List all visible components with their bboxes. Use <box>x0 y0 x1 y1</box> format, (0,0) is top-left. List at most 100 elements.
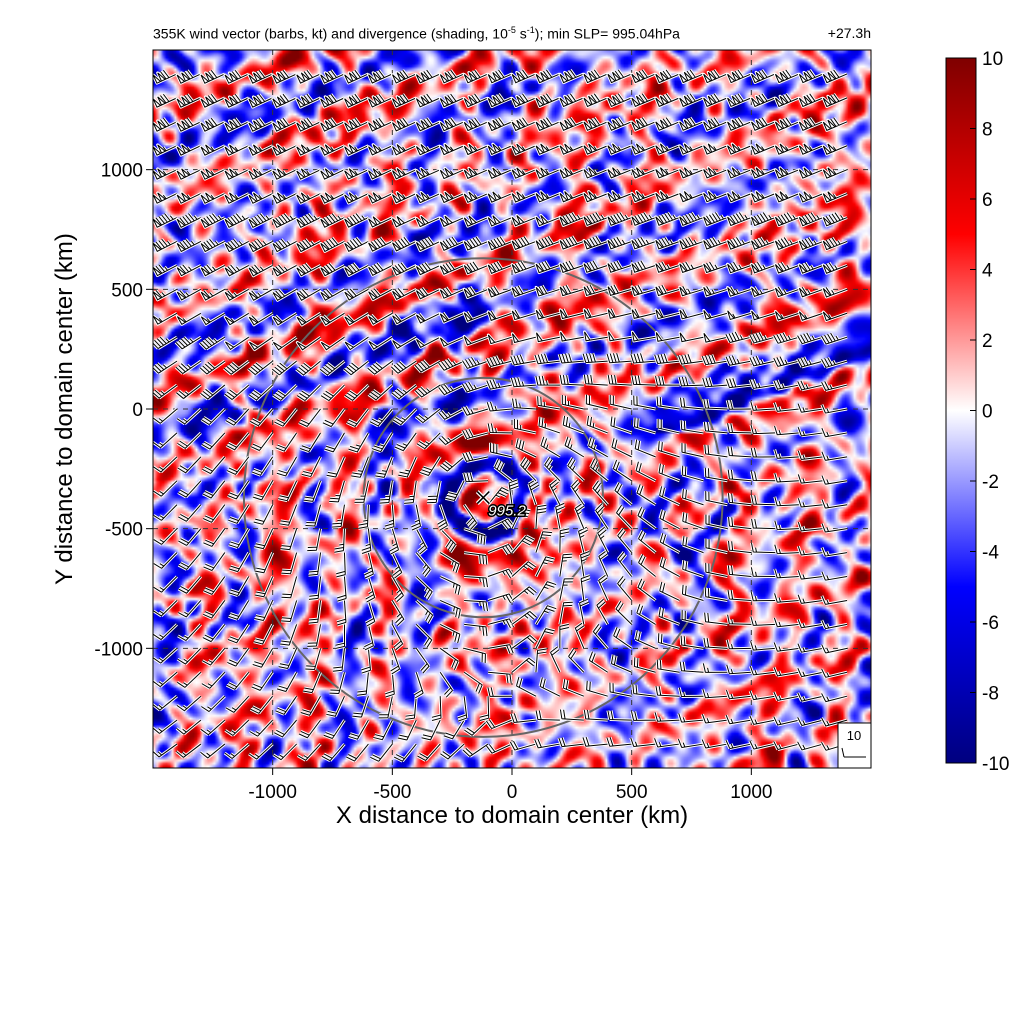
wind-barb <box>543 456 561 482</box>
wind-barb <box>582 709 608 722</box>
wind-barb <box>637 529 657 554</box>
wind-barb <box>773 520 800 532</box>
wind-barb <box>225 695 250 714</box>
wind-barb <box>271 167 298 181</box>
wind-barb <box>367 191 393 205</box>
wind-barb <box>820 427 848 439</box>
wind-barb <box>485 718 513 730</box>
wind-barb <box>295 288 322 302</box>
wind-barb <box>821 69 848 85</box>
wind-barb <box>303 480 322 503</box>
wind-barb <box>485 378 513 391</box>
wind-barb <box>654 68 681 85</box>
wind-barb <box>749 142 776 156</box>
wind-barb <box>463 646 487 664</box>
wind-barb <box>566 457 585 482</box>
wind-barb <box>391 215 417 229</box>
wind-barb <box>748 740 776 751</box>
wind-barb <box>820 595 848 606</box>
wind-barb <box>702 261 728 275</box>
wind-barb <box>153 551 179 570</box>
wind-barb <box>727 540 752 555</box>
wind-barb <box>279 504 298 527</box>
wind-barb <box>438 142 465 157</box>
wind-barb <box>247 212 274 229</box>
wind-barb <box>702 331 728 344</box>
wind-barb <box>606 211 633 227</box>
wind-barb <box>254 599 275 622</box>
wind-barb <box>536 396 561 411</box>
wind-barb <box>573 501 586 530</box>
wind-barb <box>726 142 752 156</box>
wind-barb <box>773 592 800 604</box>
wind-barb <box>772 642 800 653</box>
wind-barb <box>320 384 346 402</box>
wind-barb <box>748 378 776 390</box>
wind-barb <box>251 456 274 477</box>
wind-barb <box>820 668 848 679</box>
wind-barb <box>369 408 394 428</box>
wind-barb <box>820 498 848 510</box>
wind-barb <box>394 432 418 453</box>
wind-barb <box>462 190 489 204</box>
wind-barb <box>727 516 752 531</box>
wind-barb <box>153 647 178 665</box>
wind-barb <box>176 455 202 475</box>
wind-barb <box>679 635 704 650</box>
wind-barb <box>281 552 299 576</box>
wind-barb <box>558 142 585 156</box>
wind-barb <box>606 374 632 387</box>
wind-barb <box>796 716 824 727</box>
wind-barb <box>654 375 680 387</box>
x-tick-label: 500 <box>616 782 648 803</box>
wind-barb <box>319 359 346 377</box>
wind-barb <box>797 116 824 132</box>
wind-barb <box>462 261 489 276</box>
wind-barb <box>299 432 322 453</box>
wind-barb <box>595 597 610 626</box>
wind-barb <box>676 738 704 749</box>
wind-barb <box>579 550 591 577</box>
wind-barb <box>271 288 298 302</box>
colorbar-tick-label: -10 <box>982 754 1009 775</box>
wind-barb <box>678 308 704 321</box>
wind-barb <box>511 585 538 602</box>
wind-barb <box>421 719 442 742</box>
wind-barb <box>153 455 178 474</box>
wind-barb <box>175 263 202 278</box>
storm-center-marker <box>476 491 490 505</box>
wind-barb <box>177 551 203 571</box>
wind-barb <box>247 288 274 302</box>
wind-barb <box>678 285 704 298</box>
wind-barb <box>343 335 370 351</box>
wind-barb <box>534 92 561 109</box>
wind-barb <box>549 645 562 673</box>
wind-barb <box>295 191 322 205</box>
wind-barb <box>820 451 848 462</box>
wind-barb <box>247 117 274 133</box>
wind-barb <box>796 473 824 485</box>
colorbar-tick-label: -4 <box>982 543 999 564</box>
wind-barb <box>656 633 680 650</box>
wind-barb <box>200 407 226 426</box>
wind-barb <box>461 356 489 370</box>
wind-barb <box>773 496 800 508</box>
wind-barb <box>681 511 704 531</box>
wind-barb <box>153 238 178 253</box>
wind-barb <box>479 696 491 722</box>
wind-barb <box>534 213 561 228</box>
wind-barb <box>616 527 633 554</box>
wind-barb <box>772 402 800 413</box>
wind-barb <box>486 116 513 133</box>
wind-barb <box>414 93 441 109</box>
wind-barb <box>360 648 372 675</box>
wind-barb <box>438 117 465 133</box>
wind-barb <box>701 663 728 674</box>
colorbar-tick-label: 6 <box>982 190 993 211</box>
wind-barb <box>319 117 346 133</box>
wind-barb <box>558 260 585 274</box>
wind-barb <box>702 116 728 132</box>
wind-barb <box>748 331 776 345</box>
wind-barb <box>749 447 776 459</box>
wind-barb <box>249 695 274 715</box>
